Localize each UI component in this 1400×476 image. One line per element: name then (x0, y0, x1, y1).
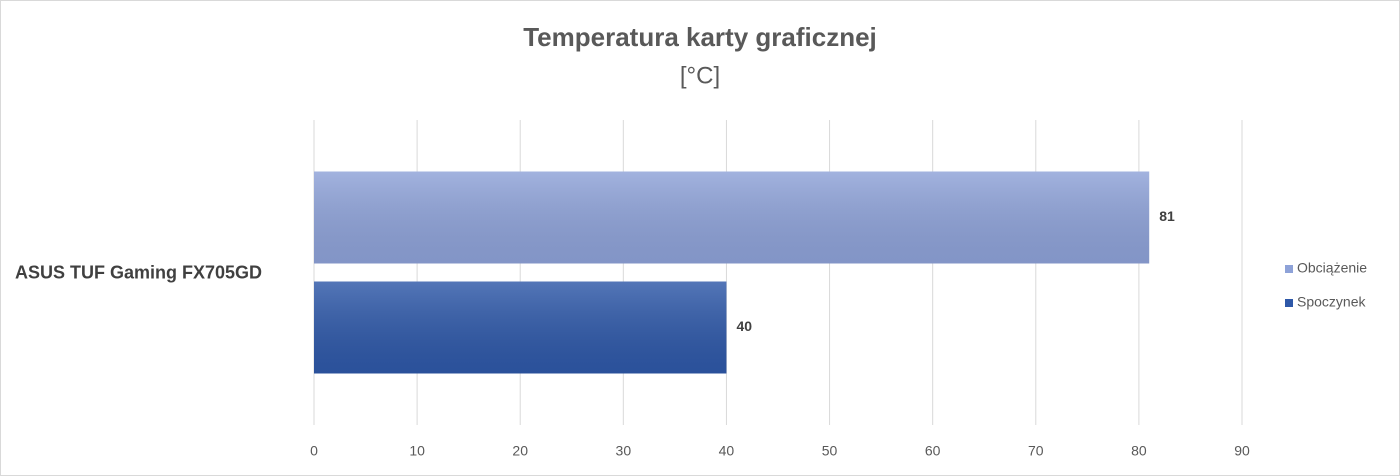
legend-label: Spoczynek (1297, 294, 1366, 310)
value-label: 81 (1159, 208, 1175, 224)
legend-swatch (1285, 299, 1293, 307)
x-tick-label: 40 (719, 443, 735, 459)
bar-shade (314, 171, 1150, 264)
value-label: 40 (736, 318, 752, 334)
chart-subtitle: [°C] (680, 62, 720, 89)
x-tick-label: 0 (310, 443, 318, 459)
x-tick-label: 80 (1131, 443, 1147, 459)
x-tick-label: 60 (925, 443, 941, 459)
y-tick-label: ASUS TUF Gaming FX705GD (15, 262, 262, 282)
legend-swatch (1285, 265, 1293, 273)
chart-title: Temperatura karty graficznej (523, 22, 877, 52)
x-tick-label: 90 (1234, 443, 1250, 459)
x-tick-label: 20 (512, 443, 528, 459)
x-tick-label: 70 (1028, 443, 1044, 459)
x-tick-label: 10 (409, 443, 425, 459)
x-tick-label: 50 (822, 443, 838, 459)
legend-label: Obciążenie (1297, 260, 1367, 276)
x-tick-label: 30 (616, 443, 632, 459)
bar-shade (314, 281, 727, 374)
